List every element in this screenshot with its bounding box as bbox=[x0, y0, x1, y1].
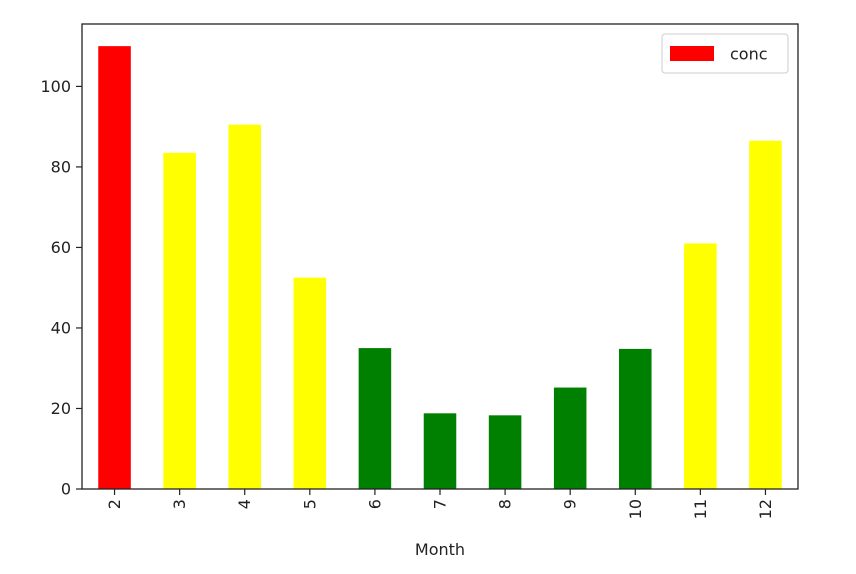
y-axis: 0 20 40 60 80 100 bbox=[40, 77, 82, 499]
bar-5 bbox=[293, 277, 327, 489]
x-tick-label-2: 2 bbox=[105, 499, 124, 509]
x-tick-label-4: 4 bbox=[235, 499, 254, 509]
y-tick-label-80: 80 bbox=[51, 157, 71, 176]
bar-9 bbox=[553, 387, 587, 489]
x-tick-label-5: 5 bbox=[300, 499, 319, 509]
x-tick-label-7: 7 bbox=[431, 499, 450, 509]
y-tick-label-0: 0 bbox=[61, 480, 71, 499]
x-tick-label-3: 3 bbox=[170, 499, 189, 509]
bar-7 bbox=[423, 413, 457, 489]
y-tick-label-60: 60 bbox=[51, 238, 71, 257]
bar-12 bbox=[749, 140, 782, 490]
bar-6 bbox=[358, 348, 392, 489]
x-tick-label-9: 9 bbox=[561, 499, 580, 509]
bar-11 bbox=[684, 243, 717, 489]
bars-group bbox=[98, 46, 782, 490]
plot-frame bbox=[81, 23, 799, 490]
x-tick-label-8: 8 bbox=[496, 499, 515, 509]
legend: conc bbox=[661, 33, 789, 74]
legend-box bbox=[661, 33, 789, 74]
bar-8 bbox=[488, 415, 522, 489]
bar-10 bbox=[619, 348, 652, 489]
bar-4 bbox=[228, 124, 261, 489]
x-tick-label-12: 12 bbox=[756, 499, 775, 519]
x-tick-label-6: 6 bbox=[365, 499, 384, 509]
legend-swatch bbox=[670, 46, 714, 61]
y-tick-label-100: 100 bbox=[40, 77, 71, 96]
x-tick-label-11: 11 bbox=[691, 499, 710, 519]
x-axis-title: Month bbox=[415, 540, 465, 559]
x-axis: 2 3 4 5 6 7 8 9 10 11 12 bbox=[105, 489, 775, 519]
legend-label: conc bbox=[730, 45, 768, 64]
bar-2 bbox=[98, 46, 131, 490]
y-tick-label-40: 40 bbox=[51, 318, 71, 337]
bar-3 bbox=[163, 152, 196, 489]
x-tick-label-10: 10 bbox=[626, 499, 645, 519]
y-tick-label-20: 20 bbox=[51, 399, 71, 418]
